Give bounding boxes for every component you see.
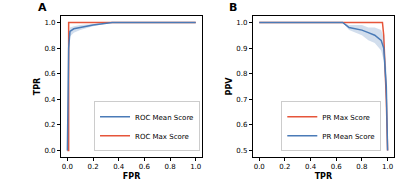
svg-text:0.6: 0.6 (236, 121, 248, 129)
svg-text:B: B (229, 1, 237, 14)
svg-text:0.2: 0.2 (279, 163, 290, 171)
svg-text:PR Mean Score: PR Mean Score (322, 133, 374, 141)
svg-text:0.4: 0.4 (305, 163, 317, 171)
svg-text:0.6: 0.6 (44, 70, 56, 78)
svg-text:0.8: 0.8 (236, 70, 247, 78)
svg-text:TPR: TPR (315, 172, 332, 181)
svg-text:0.8: 0.8 (44, 45, 55, 53)
svg-text:1.0: 1.0 (236, 19, 247, 27)
svg-text:0.4: 0.4 (113, 163, 125, 171)
svg-text:TPR: TPR (33, 78, 42, 95)
svg-text:PR Max Score: PR Max Score (322, 114, 370, 122)
svg-text:0.0: 0.0 (254, 163, 265, 171)
svg-text:0.6: 0.6 (331, 163, 343, 171)
svg-text:0.0: 0.0 (62, 163, 73, 171)
svg-text:1.0: 1.0 (190, 163, 201, 171)
svg-text:FPR: FPR (123, 172, 141, 181)
svg-text:0.8: 0.8 (356, 163, 367, 171)
svg-text:0.6: 0.6 (139, 163, 151, 171)
svg-text:0.5: 0.5 (236, 147, 247, 155)
svg-text:0.0: 0.0 (44, 147, 55, 155)
svg-text:0.8: 0.8 (164, 163, 175, 171)
svg-text:0.7: 0.7 (236, 96, 247, 104)
svg-text:ROC Mean Score: ROC Mean Score (135, 114, 193, 122)
svg-text:1.0: 1.0 (44, 19, 55, 27)
svg-text:1.0: 1.0 (382, 163, 393, 171)
svg-text:PPV: PPV (225, 77, 234, 96)
svg-text:0.2: 0.2 (87, 163, 98, 171)
svg-text:ROC Max Score: ROC Max Score (135, 133, 189, 141)
svg-text:0.4: 0.4 (44, 96, 56, 104)
svg-text:0.2: 0.2 (44, 121, 55, 129)
svg-text:0.9: 0.9 (236, 45, 247, 53)
svg-text:A: A (38, 1, 47, 14)
